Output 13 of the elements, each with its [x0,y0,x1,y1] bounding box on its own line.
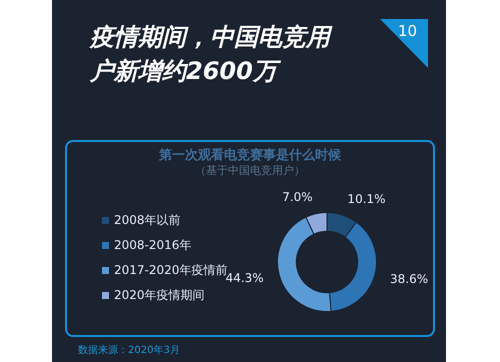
data-label: 7.0% [282,190,313,204]
data-label: 38.6% [390,272,428,286]
source-note: 数据来源：2020年3月 [78,344,180,357]
legend-label: 2020年疫情期间 [113,287,206,304]
text: （基于中国电竞用户） [194,163,306,178]
legend-label: 2008年以前 [113,212,182,229]
chart-title: 疫情期间，中国电竞用户新增约2600万 [90,22,334,87]
chart-subtitle: 第一次观看电竞赛事是什么时候 [158,146,342,164]
legend-label: 2017-2020年疫情前 [113,262,228,277]
data-label: 10.1% [347,192,386,206]
legend-label: 2008-2016年 [113,237,192,254]
text: 10 [398,22,418,40]
data-label: 44.3% [226,271,264,286]
